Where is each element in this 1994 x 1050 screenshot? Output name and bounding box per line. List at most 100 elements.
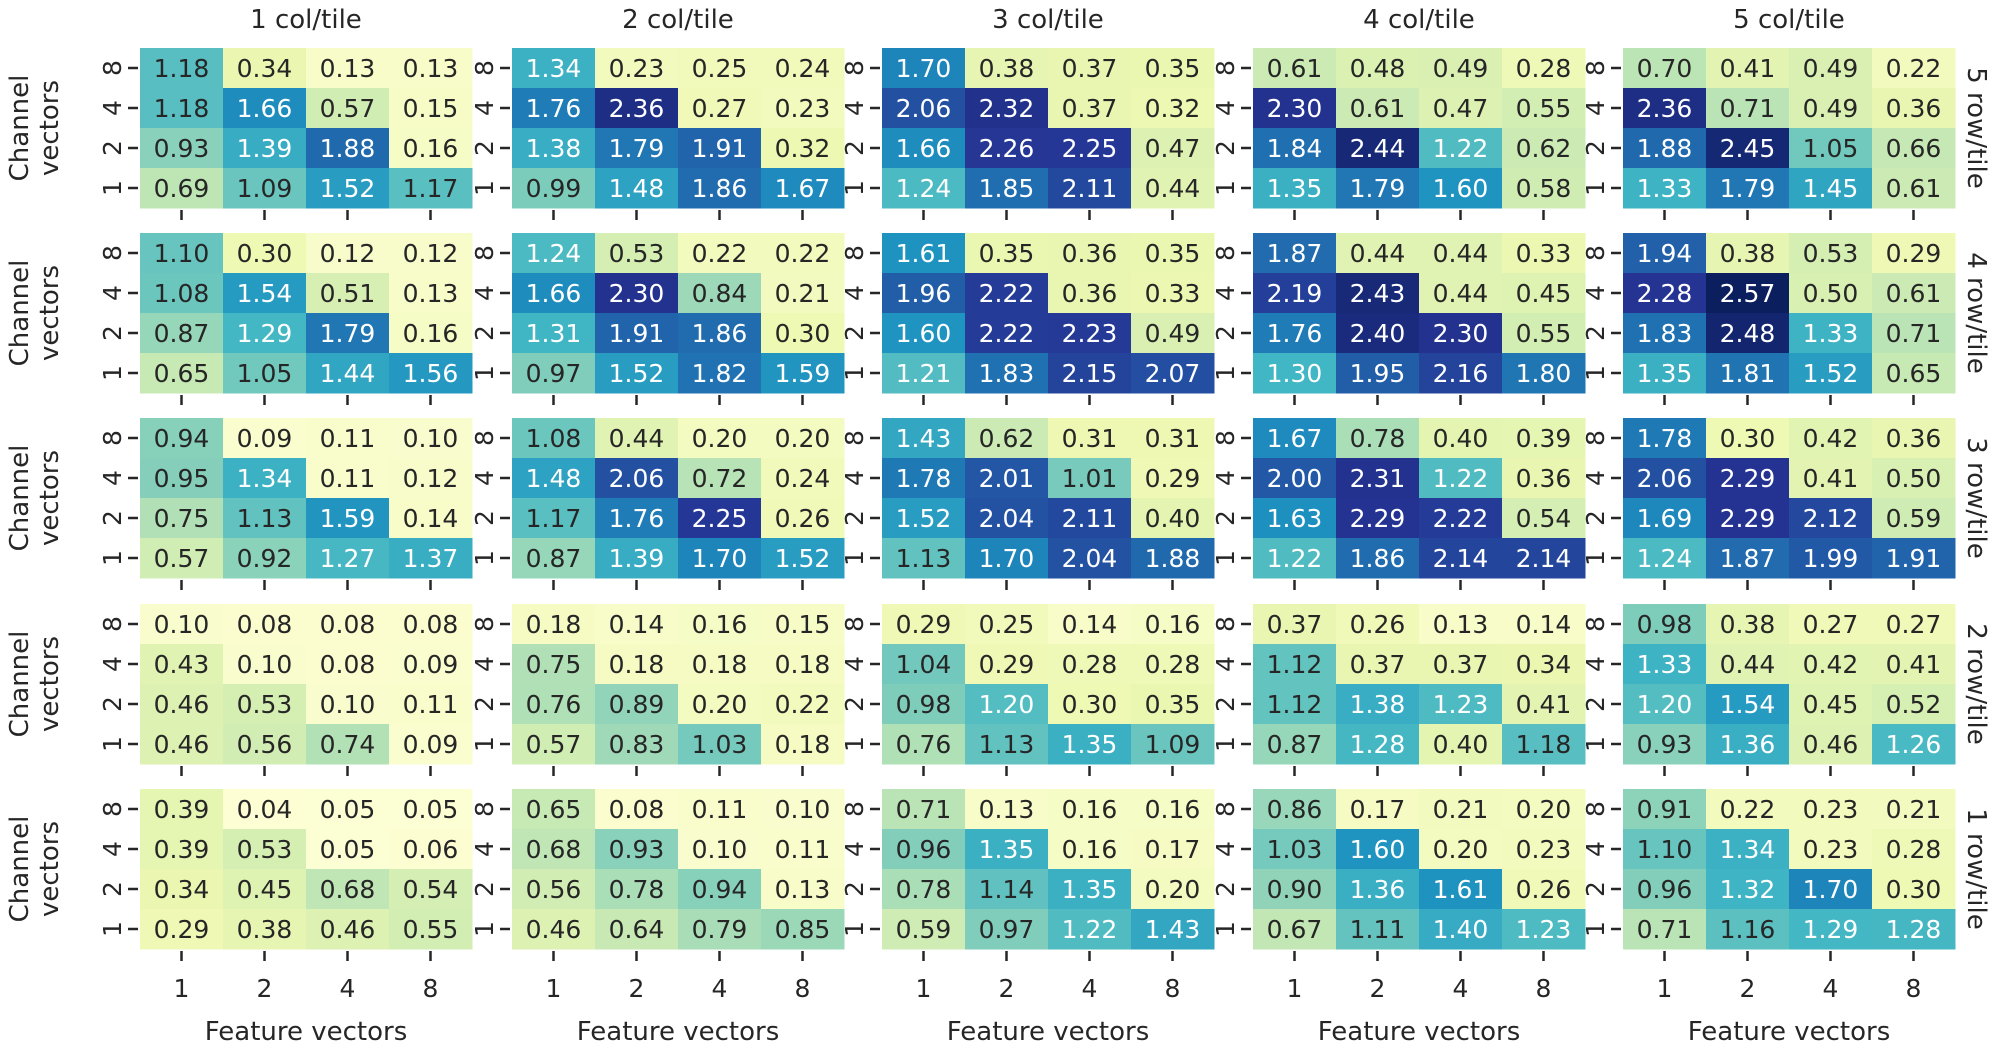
cell-label-r4-c3-y4-x1: 1.04 [896, 650, 952, 679]
ytick-label-r3-c4-4: 4 [1211, 470, 1240, 486]
col-title-1: 1 col/tile [250, 5, 362, 35]
cell-label-r3-c2-y4-x2: 2.06 [609, 464, 665, 493]
cell-r5-c5-y1-x4 [1789, 909, 1873, 950]
cell-label-r2-c2-y2-x8: 0.30 [775, 319, 831, 348]
cell-r2-c1-y2-x2 [223, 313, 307, 354]
cell-r4-c1-y8-x8 [389, 604, 473, 645]
cell-label-r1-c4-y2-x4: 1.22 [1433, 134, 1489, 163]
cell-r2-c5-y1-x4 [1789, 353, 1873, 394]
cell-label-r1-c4-y1-x1: 1.35 [1267, 174, 1323, 203]
cell-label-r2-c5-y4-x8: 0.61 [1886, 279, 1942, 308]
cell-label-r1-c5-y1-x1: 1.33 [1637, 174, 1693, 203]
cell-label-r5-c4-y2-x4: 1.61 [1433, 875, 1489, 904]
cell-label-r5-c3-y1-x4: 1.22 [1062, 915, 1118, 944]
cell-label-r3-c3-y1-x2: 1.70 [979, 544, 1035, 573]
cell-r5-c3-y2-x1 [882, 869, 966, 910]
cell-label-r5-c1-y4-x8: 0.06 [403, 835, 459, 864]
row-title-2: 4 row/tile [1961, 252, 1991, 374]
cell-label-r4-c1-y1-x4: 0.74 [320, 730, 376, 759]
ylabel-line2-row-4: vectors [35, 636, 65, 732]
cell-r3-c2-y1-x8 [761, 538, 845, 579]
cell-label-r4-c2-y2-x8: 0.22 [775, 690, 831, 719]
cell-r4-c3-y1-x1 [882, 724, 966, 765]
ytick-label-r1-c1-4: 4 [98, 100, 127, 116]
cell-label-r2-c5-y2-x4: 1.33 [1803, 319, 1859, 348]
cell-label-r4-c1-y1-x8: 0.09 [403, 730, 459, 759]
cell-r3-c2-y4-x2 [595, 458, 679, 499]
cell-r5-c1-y8-x1 [140, 789, 224, 830]
cell-r4-c3-y4-x4 [1048, 644, 1132, 685]
cell-r4-c3-y1-x2 [965, 724, 1049, 765]
cell-r4-c4-y4-x1 [1253, 644, 1337, 685]
cell-r4-c3-y1-x8 [1131, 724, 1215, 765]
ytick-label-r4-c1-4: 4 [98, 656, 127, 672]
cell-label-r1-c1-y1-x4: 1.52 [320, 174, 376, 203]
cell-r2-c4-y8-x4 [1419, 233, 1503, 274]
cell-r1-c1-y4-x1 [140, 88, 224, 129]
cell-r3-c3-y8-x1 [882, 418, 966, 459]
cell-label-r4-c3-y8-x8: 0.16 [1145, 610, 1201, 639]
cell-label-r3-c1-y8-x1: 0.94 [154, 424, 210, 453]
cell-r3-c5-y1-x2 [1706, 538, 1790, 579]
cell-label-r1-c2-y2-x8: 0.32 [775, 134, 831, 163]
cell-r2-c3-y8-x1 [882, 233, 966, 274]
cell-r3-c2-y1-x4 [678, 538, 762, 579]
cell-label-r1-c5-y8-x4: 0.49 [1803, 54, 1859, 83]
cell-r4-c1-y2-x4 [306, 684, 390, 725]
cell-r2-c2-y1-x1 [512, 353, 596, 394]
cell-label-r4-c1-y1-x1: 0.46 [154, 730, 210, 759]
cell-r1-c4-y8-x4 [1419, 48, 1503, 89]
cell-label-r4-c4-y2-x2: 1.38 [1350, 690, 1406, 719]
cell-label-r4-c5-y4-x8: 0.41 [1886, 650, 1942, 679]
cell-label-r3-c2-y8-x2: 0.44 [609, 424, 665, 453]
cell-label-r2-c2-y2-x4: 1.86 [692, 319, 748, 348]
cell-r1-c5-y1-x8 [1872, 168, 1956, 209]
cell-r2-c1-y8-x8 [389, 233, 473, 274]
cell-label-r5-c1-y8-x8: 0.05 [403, 795, 459, 824]
cell-r2-c4-y8-x2 [1336, 233, 1420, 274]
xlabel-col-2: Feature vectors [577, 1017, 780, 1047]
cell-label-r2-c1-y4-x2: 1.54 [237, 279, 293, 308]
cell-label-r2-c2-y4-x4: 0.84 [692, 279, 748, 308]
cell-r5-c2-y4-x2 [595, 829, 679, 870]
cell-label-r5-c2-y1-x8: 0.85 [775, 915, 831, 944]
xtick-label-c3-4: 4 [1082, 974, 1098, 1003]
cell-label-r5-c3-y2-x1: 0.78 [896, 875, 952, 904]
cell-label-r2-c3-y4-x2: 2.22 [979, 279, 1035, 308]
row-title-1: 5 row/tile [1961, 67, 1991, 189]
cell-r5-c2-y1-x1 [512, 909, 596, 950]
cell-r4-c2-y4-x2 [595, 644, 679, 685]
cell-label-r1-c4-y2-x1: 1.84 [1267, 134, 1323, 163]
cell-label-r3-c4-y2-x8: 0.54 [1516, 504, 1572, 533]
cell-label-r3-c5-y2-x2: 2.29 [1720, 504, 1776, 533]
cell-label-r5-c4-y1-x8: 1.23 [1516, 915, 1572, 944]
cell-r2-c2-y8-x2 [595, 233, 679, 274]
cell-r1-c4-y1-x4 [1419, 168, 1503, 209]
cell-label-r3-c2-y8-x4: 0.20 [692, 424, 748, 453]
cell-label-r1-c2-y8-x1: 1.34 [526, 54, 582, 83]
cell-label-r1-c3-y1-x2: 1.85 [979, 174, 1035, 203]
cell-label-r3-c5-y1-x2: 1.87 [1720, 544, 1776, 573]
cell-label-r1-c2-y2-x2: 1.79 [609, 134, 665, 163]
cell-label-r3-c3-y2-x8: 0.40 [1145, 504, 1201, 533]
cell-r1-c4-y1-x8 [1502, 168, 1586, 209]
cell-r5-c2-y4-x4 [678, 829, 762, 870]
ytick-label-r1-c5-4: 4 [1581, 100, 1610, 116]
cell-r3-c2-y1-x2 [595, 538, 679, 579]
cell-r3-c4-y1-x8 [1502, 538, 1586, 579]
cell-r3-c3-y4-x1 [882, 458, 966, 499]
cell-r4-c3-y1-x4 [1048, 724, 1132, 765]
ytick-label-r1-c5-1: 1 [1581, 180, 1610, 196]
cell-r5-c2-y8-x4 [678, 789, 762, 830]
cell-r5-c5-y1-x2 [1706, 909, 1790, 950]
cell-label-r2-c4-y1-x4: 2.16 [1433, 359, 1489, 388]
cell-r2-c1-y8-x4 [306, 233, 390, 274]
cell-r5-c3-y2-x8 [1131, 869, 1215, 910]
col-title-5: 5 col/tile [1733, 5, 1845, 35]
cell-label-r2-c2-y4-x1: 1.66 [526, 279, 582, 308]
cell-label-r1-c1-y8-x4: 0.13 [320, 54, 376, 83]
cell-r4-c1-y4-x1 [140, 644, 224, 685]
cell-label-r4-c3-y1-x1: 0.76 [896, 730, 952, 759]
cell-label-r4-c1-y4-x1: 0.43 [154, 650, 210, 679]
cell-label-r2-c3-y2-x4: 2.23 [1062, 319, 1118, 348]
